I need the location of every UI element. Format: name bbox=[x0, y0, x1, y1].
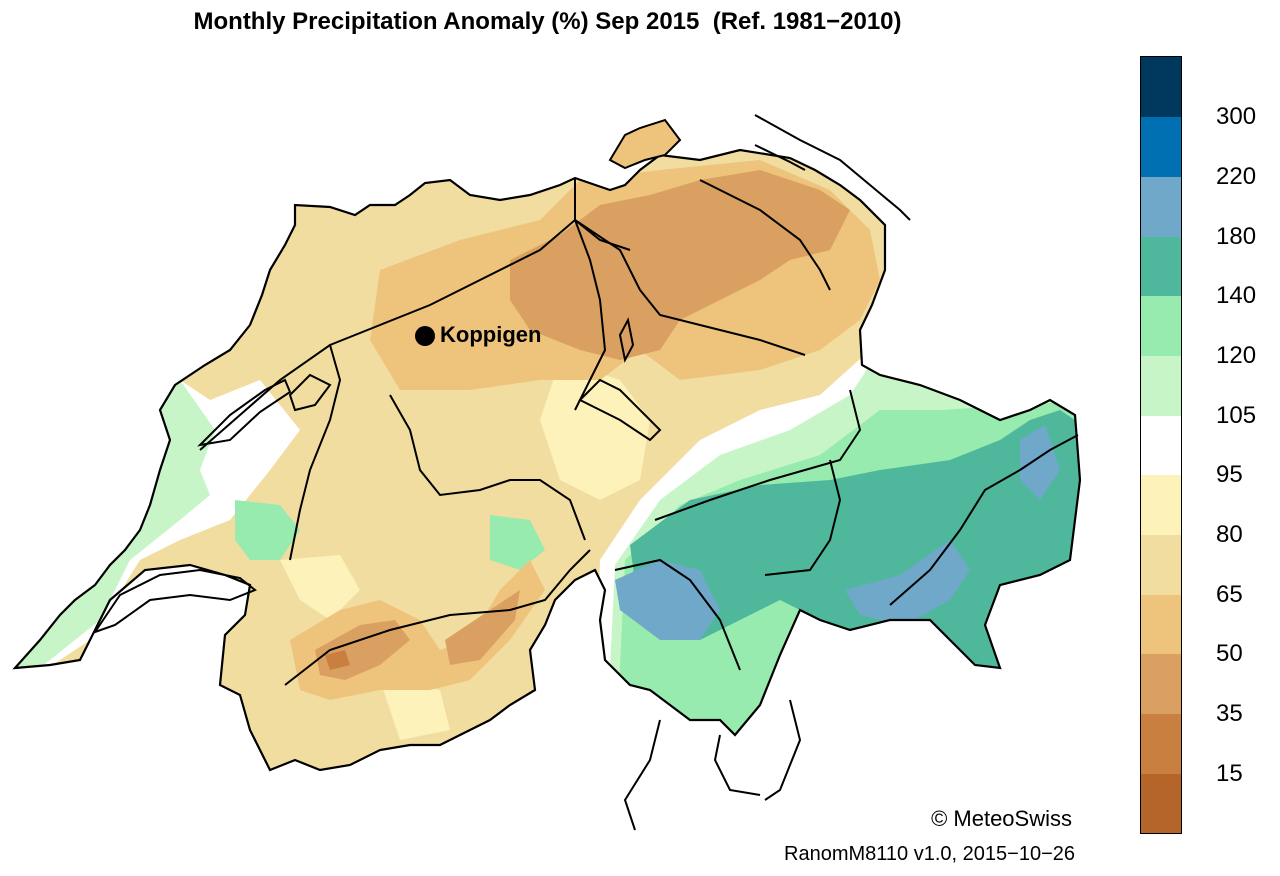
legend-swatch bbox=[1141, 653, 1181, 715]
legend-swatch bbox=[1141, 594, 1181, 655]
schaffhausen-enclave bbox=[608, 118, 682, 170]
switzerland-border bbox=[12, 148, 1082, 772]
region-boundaries bbox=[199, 178, 1079, 686]
legend-swatch bbox=[1141, 713, 1181, 774]
version-text: RanomM8110 v1.0, 2015−10−26 bbox=[784, 843, 1075, 865]
legend-label: 50 bbox=[1216, 640, 1243, 668]
legend-swatch bbox=[1141, 116, 1181, 177]
legend-label: 35 bbox=[1216, 700, 1243, 728]
legend-swatch bbox=[1141, 773, 1181, 834]
precipitation-map bbox=[12, 114, 1082, 831]
legend-label: 65 bbox=[1216, 580, 1243, 608]
legend-label: 220 bbox=[1216, 162, 1257, 190]
legend-label: 95 bbox=[1216, 461, 1243, 489]
legend-label: 105 bbox=[1216, 401, 1257, 429]
legend-swatch bbox=[1141, 176, 1181, 237]
legend-label: 80 bbox=[1216, 521, 1243, 549]
lakes bbox=[92, 317, 802, 831]
legend-swatch bbox=[1141, 474, 1181, 536]
legend-swatch bbox=[1141, 295, 1181, 356]
legend-swatch bbox=[1141, 534, 1181, 595]
credit-text: © MeteoSwiss bbox=[931, 806, 1072, 831]
color-legend bbox=[1140, 56, 1182, 834]
legend-swatch bbox=[1141, 355, 1181, 416]
legend-label: 140 bbox=[1216, 282, 1257, 310]
map-title: Monthly Precipitation Anomaly (%) Sep 20… bbox=[193, 8, 902, 35]
anomaly-field bbox=[15, 150, 1080, 770]
station-marker bbox=[415, 326, 435, 346]
legend-swatch bbox=[1141, 236, 1181, 297]
legend-label: 15 bbox=[1216, 759, 1243, 787]
legend-swatch bbox=[1141, 415, 1181, 476]
legend-label: 300 bbox=[1216, 103, 1257, 131]
lake-constance-shore bbox=[754, 114, 911, 221]
legend-label: 180 bbox=[1216, 222, 1257, 250]
station-label: Koppigen bbox=[440, 322, 542, 347]
legend-swatch bbox=[1141, 57, 1181, 118]
legend-label: 120 bbox=[1216, 341, 1257, 369]
station-koppigen bbox=[415, 326, 435, 346]
